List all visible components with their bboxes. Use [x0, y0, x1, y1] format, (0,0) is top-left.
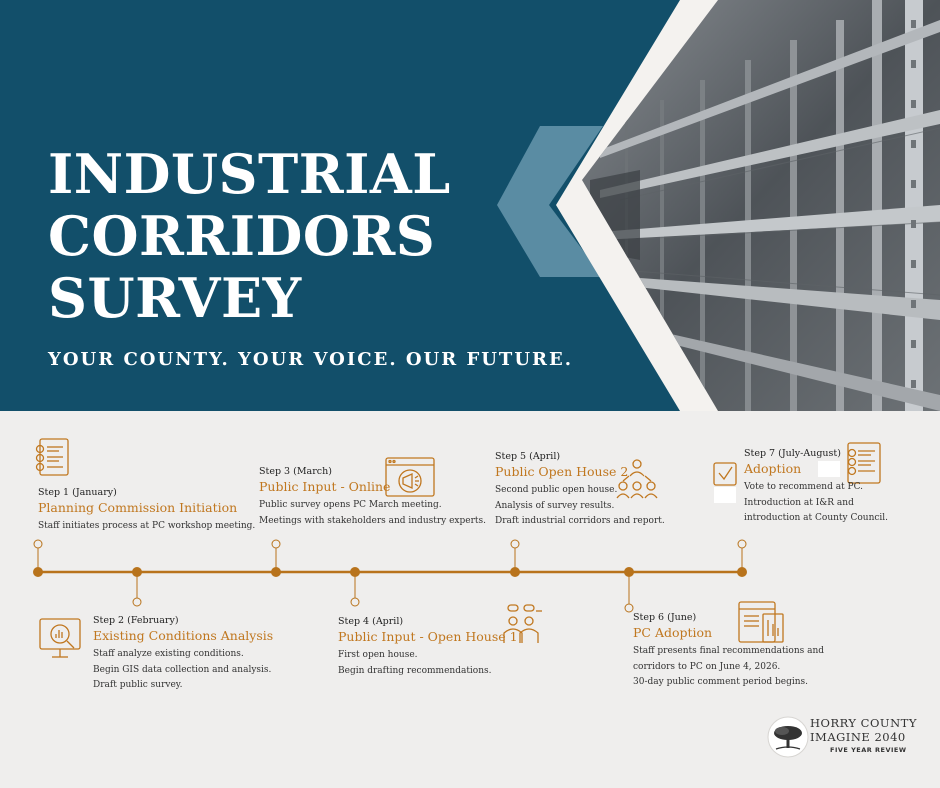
step-6-desc-2: corridors to PC on June 4, 2026.	[633, 661, 781, 672]
step-3: Step 3 (March) Public Input - Online Pub…	[259, 465, 486, 529]
step-5-label: Step 5 (April)	[495, 451, 561, 462]
timeline-node-6	[624, 567, 634, 577]
people-discussion-icon	[503, 604, 542, 643]
group-network-icon	[616, 459, 658, 499]
step-2-title: Existing Conditions Analysis	[93, 628, 274, 643]
step-4-desc-2: Begin drafting recommendations.	[338, 665, 492, 676]
step-7-label: Step 7 (July-August)	[744, 448, 841, 459]
step-7-title: Adoption	[744, 461, 802, 476]
timeline-node-1	[33, 567, 43, 577]
step-5-title: Public Open House 2	[495, 464, 629, 479]
timeline-node-7	[737, 567, 747, 577]
step-5-desc-1: Second public open house.	[495, 485, 618, 495]
step-1-label: Step 1 (January)	[38, 487, 117, 498]
timeline-line	[33, 539, 747, 613]
hero-title: INDUSTRIAL CORRIDORS SURVEY	[48, 143, 451, 329]
logo-line-1: HORRY COUNTY	[810, 716, 917, 730]
step-1-title: Planning Commission Initiation	[38, 500, 238, 515]
document-list-icon	[35, 438, 69, 476]
step-2-desc-3: Draft public survey.	[93, 680, 183, 690]
step-6-desc-1: Staff presents final recommendations and	[633, 646, 825, 656]
step-1: Step 1 (January) Planning Commission Ini…	[38, 486, 255, 535]
step-5-desc-2: Analysis of survey results.	[495, 500, 615, 511]
timeline-node-3	[271, 567, 281, 577]
hero-title-line-1: INDUSTRIAL	[48, 142, 451, 206]
step-2-label: Step 2 (February)	[93, 615, 179, 626]
step-2: Step 2 (February) Existing Conditions An…	[93, 614, 273, 694]
megaphone-browser-icon	[385, 457, 435, 497]
step-7-desc-3: introduction at County Council.	[744, 513, 889, 523]
checklist-icon	[713, 442, 881, 503]
step-5: Step 5 (April) Public Open House 2 Secon…	[495, 450, 665, 530]
step-3-title: Public Input - Online	[259, 479, 391, 494]
hero-title-line-2: CORRIDORS	[48, 204, 436, 268]
step-4-title: Public Input - Open House 1	[338, 629, 518, 644]
horry-county-logo	[767, 716, 809, 758]
step-6: Step 6 (June) PC Adoption Staff presents…	[633, 611, 824, 691]
timeline-node-5	[510, 567, 520, 577]
documents-tools-icon	[738, 601, 784, 643]
step-2-desc-2: Begin GIS data collection and analysis.	[93, 664, 272, 675]
timeline-node-2	[132, 567, 142, 577]
step-7-desc-1: Vote to recommend at PC.	[744, 482, 864, 492]
step-3-desc-1: Public survey opens PC March meeting.	[259, 500, 442, 510]
step-6-desc-3: 30-day public comment period begins.	[633, 677, 808, 687]
step-3-desc-2: Meetings with stakeholders and industry …	[259, 515, 486, 526]
logo-line-2: IMAGINE 2040	[810, 730, 906, 744]
timeline-node-4	[350, 567, 360, 577]
step-6-title: PC Adoption	[633, 625, 713, 640]
hero-title-line-3: SURVEY	[48, 266, 302, 330]
step-7: Step 7 (July-August) Adoption Vote to re…	[744, 447, 888, 527]
step-4-label: Step 4 (April)	[338, 616, 404, 627]
hero-banner: INDUSTRIAL CORRIDORS SURVEY YOUR COUNTY.…	[0, 0, 940, 411]
analytics-monitor-icon	[39, 618, 81, 658]
step-5-desc-3: Draft industrial corridors and report.	[495, 516, 665, 526]
logo-line-3: FIVE YEAR REVIEW	[830, 746, 907, 754]
timeline-section: Step 1 (January) Planning Commission Ini…	[0, 411, 940, 788]
step-7-desc-2: Introduction at I&R and	[744, 497, 854, 508]
step-4: Step 4 (April) Public Input - Open House…	[338, 615, 518, 679]
step-3-label: Step 3 (March)	[259, 466, 332, 477]
step-2-desc-1: Staff analyze existing conditions.	[93, 649, 244, 659]
step-4-desc-1: First open house.	[338, 650, 418, 660]
hero-tagline: YOUR COUNTY. YOUR VOICE. OUR FUTURE.	[48, 349, 573, 370]
warehouse-shelving-photo	[497, 0, 940, 411]
step-6-label: Step 6 (June)	[633, 612, 697, 623]
step-1-desc-1: Staff initiates process at PC workshop m…	[38, 521, 256, 531]
